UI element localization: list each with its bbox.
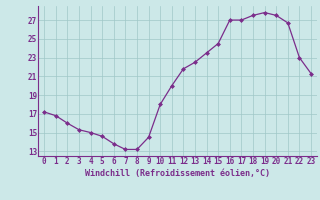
X-axis label: Windchill (Refroidissement éolien,°C): Windchill (Refroidissement éolien,°C) (85, 169, 270, 178)
